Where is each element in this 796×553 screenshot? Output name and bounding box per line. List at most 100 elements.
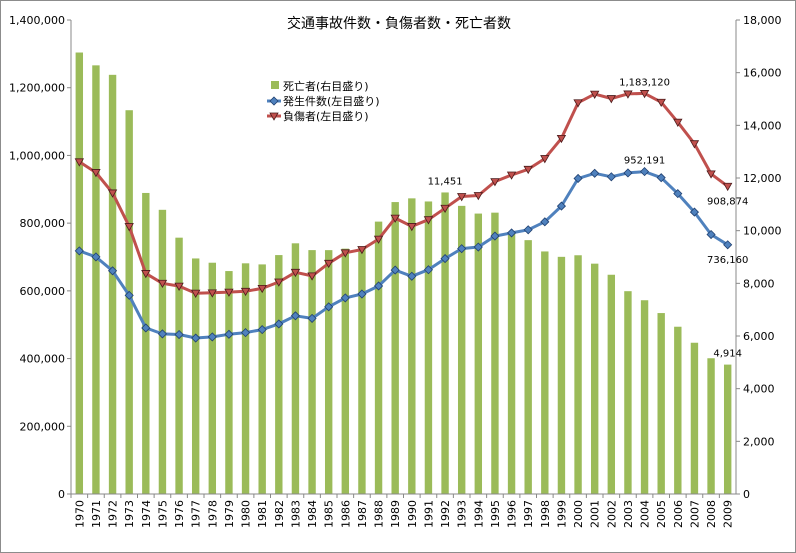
x-tick-label: 1992 [439, 500, 452, 528]
x-tick-label: 1978 [206, 500, 219, 528]
marker-injuries-1983 [290, 268, 301, 278]
right-tick-label: 0 [743, 488, 750, 501]
accidents-line [78, 170, 729, 340]
marker-accidents-1970 [74, 246, 84, 256]
x-tick-label: 1984 [306, 500, 319, 528]
x-tick-label: 1979 [223, 500, 236, 528]
marker-injuries-1971 [91, 169, 101, 178]
marker-accidents-1976 [174, 329, 184, 340]
marker-injuries-1973 [124, 223, 134, 232]
marker-accidents-1991 [423, 265, 434, 275]
x-tick-label: 1989 [389, 500, 402, 528]
bar-deaths-1981 [258, 264, 266, 494]
marker-injuries-1986 [340, 249, 351, 258]
line-series [74, 90, 733, 343]
x-tick-label: 1991 [422, 500, 435, 528]
marker-accidents-2004 [639, 167, 650, 177]
marker-injuries-1981 [257, 284, 267, 294]
bar-deaths-1971 [92, 65, 100, 494]
legend: 死亡者(右目盛り) 発生件数(左目盛り) 負傷者(左目盛り) [267, 79, 380, 123]
marker-accidents-2006 [673, 189, 683, 199]
marker-injuries-2006 [673, 118, 683, 127]
marker-injuries-1996 [506, 171, 517, 180]
marker-accidents-1978 [207, 332, 217, 342]
x-tick-label: 1971 [90, 500, 103, 528]
bar-deaths-1976 [175, 237, 183, 494]
data-labels: 11,451 4,914 952,191 736,160 1,183,120 908,87… [428, 77, 749, 359]
x-tick-label: 1970 [73, 500, 86, 528]
marker-accidents-1985 [324, 302, 334, 312]
x-tick-label: 1995 [489, 500, 502, 528]
marker-accidents-1982 [274, 319, 284, 329]
marker-injuries-1988 [373, 235, 384, 244]
marker-injuries-1976 [174, 282, 184, 291]
x-tick-label: 2006 [672, 500, 685, 528]
x-tick-label: 2004 [639, 500, 652, 528]
bar-deaths-1996 [507, 232, 516, 494]
bar-deaths-1990 [408, 198, 416, 495]
bar-deaths-1987 [358, 247, 366, 494]
x-tick-label: 1973 [123, 500, 136, 528]
marker-accidents-1989 [390, 265, 400, 275]
marker-accidents-1998 [540, 217, 550, 227]
x-tick-label: 1981 [256, 500, 269, 528]
data-label: 908,874 [707, 196, 748, 207]
x-tick-label: 1994 [472, 500, 485, 528]
marker-accidents-2009 [723, 240, 733, 250]
marker-injuries-1997 [523, 165, 533, 175]
marker-accidents-1997 [523, 225, 533, 235]
marker-injuries-1984 [307, 272, 317, 281]
marker-injuries-2009 [722, 182, 733, 192]
bar-deaths-2003 [624, 291, 632, 494]
bar-deaths-1994 [474, 213, 483, 494]
marker-accidents-2003 [623, 168, 633, 178]
x-tick-label: 2007 [688, 500, 701, 528]
bar-deaths-1992 [441, 192, 449, 494]
x-tick-label: 2009 [722, 500, 735, 528]
x-tick-label: 1997 [522, 500, 535, 528]
right-tick-label: 2,000 [743, 435, 775, 448]
x-tick-label: 2008 [705, 500, 718, 528]
marker-accidents-1994 [473, 242, 483, 252]
legend-label-accidents: 発生件数(左目盛り) [283, 94, 380, 108]
marker-accidents-1975 [157, 329, 168, 339]
marker-injuries-1995 [490, 178, 500, 187]
marker-injuries-1998 [540, 155, 550, 164]
marker-injuries-2003 [623, 90, 633, 99]
right-tick-label: 4,000 [743, 383, 775, 396]
bar-deaths-2007 [690, 342, 699, 494]
bar-deaths-1970 [75, 52, 84, 494]
marker-accidents-1995 [490, 231, 500, 241]
legend-swatch-deaths [271, 81, 279, 89]
x-tick-label: 1977 [190, 500, 203, 528]
bar-deaths-1979 [225, 271, 233, 494]
marker-accidents-1993 [457, 244, 467, 254]
marker-accidents-2001 [590, 168, 600, 178]
x-tick-label: 1993 [456, 500, 469, 528]
marker-injuries-2004 [639, 90, 650, 99]
marker-injuries-2000 [573, 99, 583, 108]
bar-deaths-1975 [158, 209, 167, 494]
bar-deaths-1982 [275, 255, 283, 494]
marker-injuries-1989 [390, 214, 400, 223]
bar-deaths-1989 [391, 202, 399, 494]
marker-accidents-1986 [340, 293, 350, 303]
x-tick-label: 1990 [406, 500, 419, 528]
x-tick-label: 1985 [323, 500, 336, 528]
x-tick-label: 1983 [289, 500, 302, 528]
marker-injuries-1975 [157, 279, 168, 289]
marker-accidents-1984 [307, 313, 317, 323]
x-tick-label: 1974 [140, 500, 153, 528]
marker-injuries-1978 [207, 289, 218, 298]
data-label: 736,160 [707, 255, 748, 266]
x-tick-label: 1986 [339, 500, 352, 528]
left-tick-label: 400,000 [20, 353, 66, 366]
x-tick-label: 1972 [107, 500, 120, 528]
x-tick-label: 1999 [555, 500, 568, 528]
marker-accidents-1973 [124, 290, 134, 300]
injuries-line [78, 91, 729, 295]
marker-accidents-1990 [407, 271, 417, 281]
axes: 0 200,000 400,000 600,000 800,000 1,000,000 1,… [9, 14, 781, 528]
marker-accidents-1974 [141, 323, 151, 333]
